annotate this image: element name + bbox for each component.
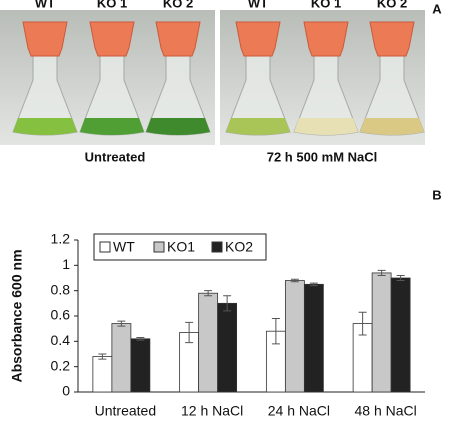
flask-cap [235,21,281,57]
legend-swatch [99,241,111,253]
panel-label: A [432,1,442,16]
error-bar [271,318,280,345]
bar [198,292,219,393]
bar [92,356,113,393]
flask-label: KO 2 [377,0,407,10]
flask-liquid [80,118,144,135]
y-tick-label: 0.2 [51,357,71,373]
error-bar [358,311,367,336]
flask-label: KO 1 [97,0,127,10]
bar [303,283,324,393]
caption: Untreated [85,149,146,164]
bar [284,280,305,393]
x-tick-label: 48 h NaCl [354,403,416,419]
flask-cap [303,21,349,57]
error-bar [377,269,386,276]
x-tick-label: Untreated [95,403,156,419]
error-bar [98,353,107,360]
error-bar [309,282,318,287]
flasks [12,21,425,136]
flask-label: WT [248,0,268,10]
bar [217,302,238,393]
flask-label: KO 1 [311,0,341,10]
bar [390,277,411,393]
x-tick-label: 12 h NaCl [181,403,243,419]
x-tick-label: 24 h NaCl [268,403,330,419]
legend-label: KO1 [167,239,195,255]
y-tick-label: 0.8 [51,281,71,297]
bar [130,338,151,393]
flask-cap [89,21,135,57]
legend-swatch [153,241,165,253]
flask-liquid [13,118,77,135]
error-bar [185,321,194,344]
legend-box [93,233,267,261]
flask-liquid [226,118,290,135]
y-tick-label: 0.6 [51,307,71,323]
y-tick-label: 0 [62,383,70,399]
y-tick-label: 0.4 [51,332,71,348]
y-tick-label: 1 [62,256,70,272]
flask-liquid [294,118,358,135]
flask-label: WT [35,0,55,10]
flask-cap [22,21,68,57]
error-bar [204,290,213,297]
error-bar [290,278,299,283]
legend-label: WT [113,239,135,255]
legend-label: KO2 [225,239,253,255]
bar [371,272,392,393]
caption: 72 h 500 mM NaCl [267,149,378,164]
flask-liquid [146,118,210,135]
legend-swatch [211,241,223,253]
flask-cap [155,21,201,57]
error-bar [223,295,232,312]
error-bar [396,274,405,282]
y-axis-label: Absorbance 600 nm [9,249,25,382]
y-tick-label: 1.2 [51,231,71,247]
bar [111,323,132,393]
flask-liquid [360,118,424,135]
panel-label: B [432,187,441,202]
error-bar [136,337,145,341]
flask-label: KO 2 [163,0,193,10]
error-bar [117,320,126,327]
flask-cap [369,21,415,57]
